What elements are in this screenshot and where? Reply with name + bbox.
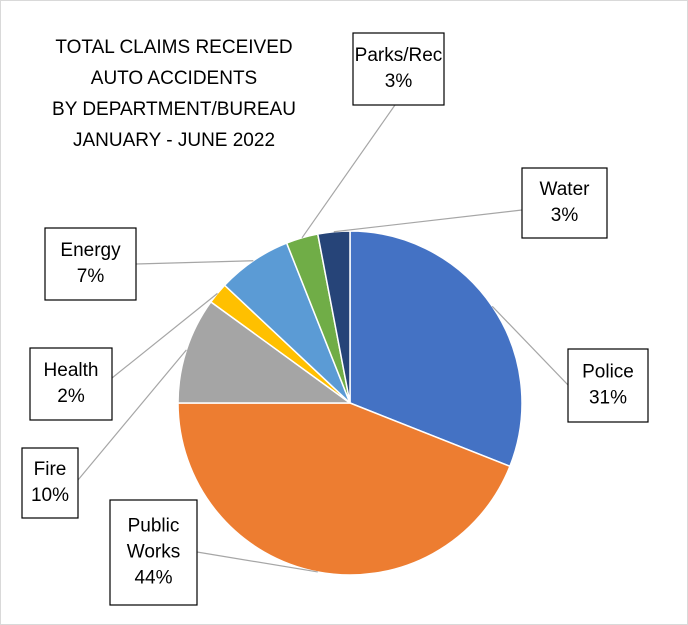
category-label: Health	[44, 360, 99, 381]
value-label: 2%	[57, 386, 85, 407]
chart-title: TOTAL CLAIMS RECEIVED	[55, 37, 292, 58]
label-box	[352, 32, 445, 106]
label-box	[29, 347, 113, 421]
category-label: Water	[540, 179, 591, 200]
value-label: 3%	[551, 205, 579, 226]
label-box	[521, 167, 608, 239]
leader-line	[301, 104, 396, 239]
value-label: 44%	[134, 568, 172, 589]
leader-line	[333, 209, 523, 233]
pie-slice	[349, 230, 523, 468]
category-label: Public Works	[127, 516, 180, 563]
pie-slice	[177, 402, 511, 576]
pie-slice	[316, 230, 351, 404]
category-label-line: Public	[128, 516, 180, 537]
chart-title: JANUARY - JUNE 2022	[73, 130, 275, 151]
category-label-line: Works	[127, 542, 180, 563]
category-label: Police	[582, 362, 634, 383]
value-label: 7%	[77, 266, 105, 287]
label-box	[44, 227, 137, 301]
leader-line	[77, 349, 187, 481]
value-label: 10%	[31, 485, 69, 506]
value-label: 3%	[385, 71, 413, 92]
leader-line	[491, 305, 569, 386]
label-box	[21, 447, 79, 519]
leader-line	[135, 260, 254, 265]
label-box	[109, 499, 198, 606]
category-label: Energy	[60, 240, 121, 261]
category-label: Fire	[34, 459, 67, 480]
leader-line	[196, 551, 318, 573]
chart-title: BY DEPARTMENT/BUREAU	[52, 99, 296, 120]
value-label: 31%	[589, 388, 627, 409]
label-box	[567, 348, 649, 423]
leader-line	[111, 292, 218, 379]
chart-title: AUTO ACCIDENTS	[91, 68, 257, 89]
category-label: Parks/Rec	[355, 45, 443, 66]
